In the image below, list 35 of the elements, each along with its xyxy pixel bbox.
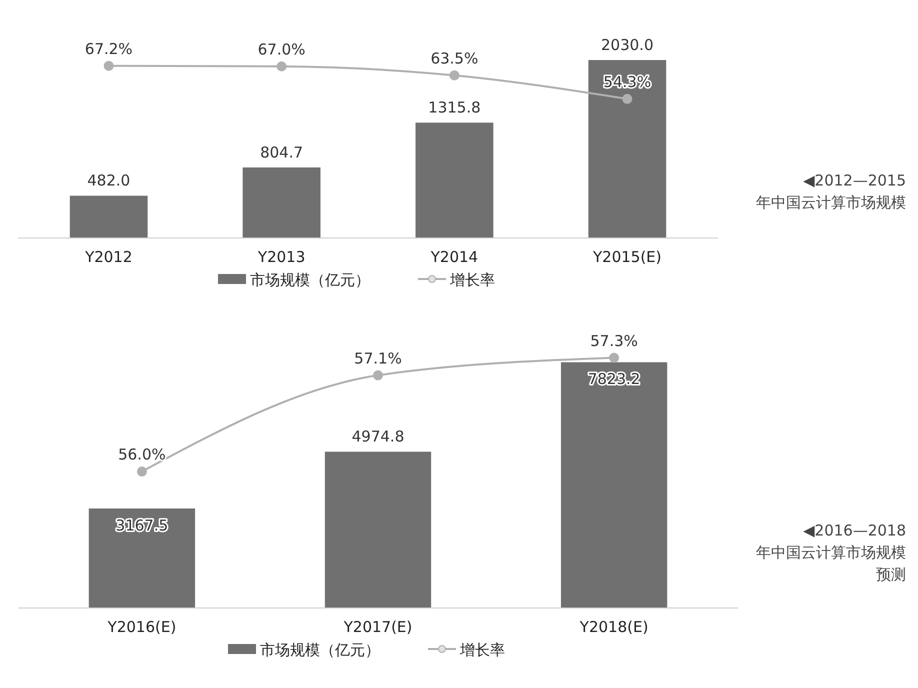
data-label: 63.5% bbox=[430, 49, 478, 68]
data-label: 4974.8 bbox=[352, 428, 404, 446]
data-label: 56.0% bbox=[118, 446, 166, 464]
x-tick-label: Y2016(E) bbox=[106, 618, 176, 636]
text: ◀2016—2018年中国云计算市场规模预测 bbox=[756, 522, 906, 584]
text: ◀2012—2015年中国云计算市场规模 bbox=[756, 172, 906, 212]
data-label: 67.2% bbox=[84, 40, 133, 58]
point bbox=[104, 60, 114, 71]
data-label: 57.1% bbox=[354, 349, 402, 368]
data-label: 1315.8 bbox=[428, 98, 481, 117]
data-label: 2030.0 bbox=[601, 36, 654, 54]
x-tick-label: Y2017(E) bbox=[342, 618, 412, 636]
data-label: 67.0% bbox=[258, 40, 306, 58]
point bbox=[622, 94, 632, 104]
x-tick-label: Y2018(E) bbox=[578, 618, 648, 636]
x-tick-label: Y2013 bbox=[256, 248, 306, 266]
data-label: 3167.5 bbox=[116, 516, 168, 534]
data-label: 482.0 bbox=[87, 172, 130, 190]
x-tick-label: Y2012 bbox=[84, 248, 132, 266]
data-label: 57.3% bbox=[590, 332, 638, 350]
x-tick-label: Y2015(E) bbox=[592, 248, 662, 266]
bar bbox=[70, 196, 148, 238]
bar bbox=[416, 122, 494, 238]
legend-label: 市场规模（亿元） bbox=[260, 641, 380, 659]
bar bbox=[588, 60, 666, 238]
point bbox=[276, 61, 287, 72]
legend-label: 市场规模（亿元） bbox=[250, 271, 370, 289]
x-tick-label: Y2014 bbox=[430, 248, 478, 266]
legend-label: 增长率 bbox=[449, 271, 495, 289]
data-label: 54.3% bbox=[603, 72, 652, 91]
bar bbox=[242, 167, 320, 238]
data-label: 7823.2 bbox=[588, 370, 640, 388]
data-label: 804.7 bbox=[260, 143, 304, 162]
point bbox=[449, 70, 460, 80]
legend-label: 增长率 bbox=[459, 641, 505, 659]
